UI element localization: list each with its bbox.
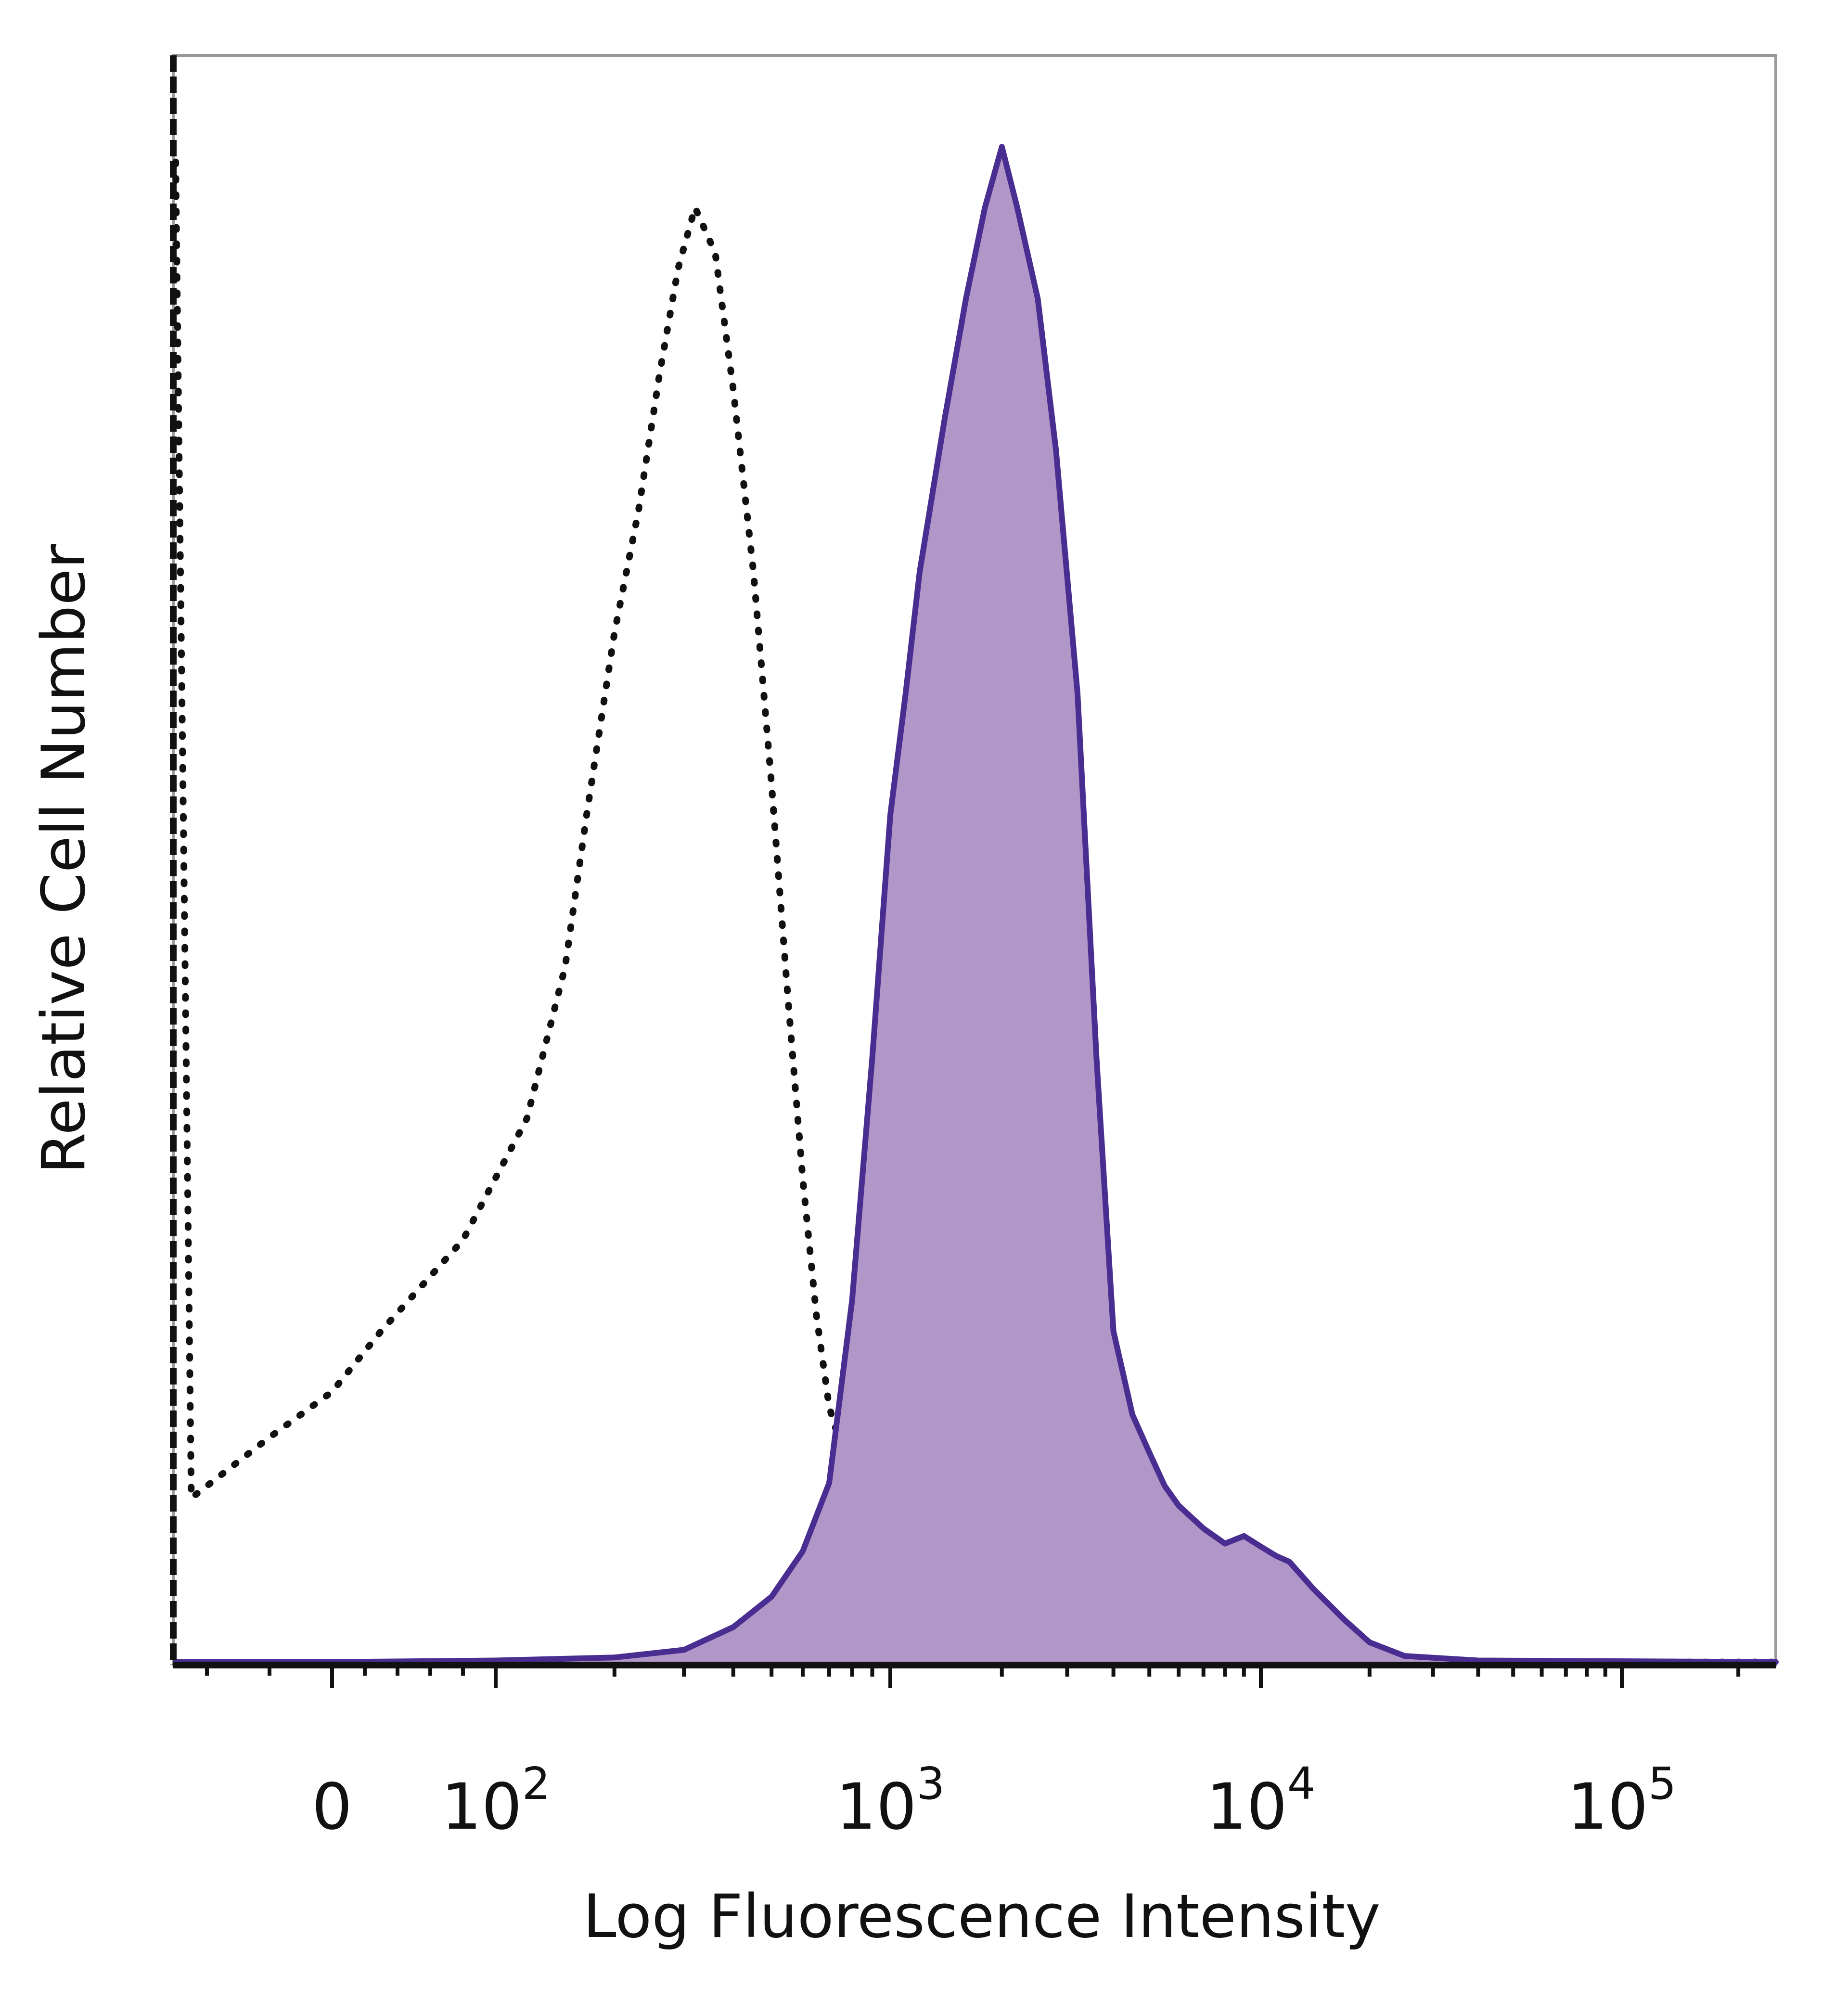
x-tick-exponent: 3 [917,1758,945,1809]
y-axis-title: Relative Cell Number [29,544,99,1174]
x-tick-exponent: 4 [1287,1758,1316,1809]
series-2-line [173,144,1779,1665]
x-tick-base: 10 [1206,1770,1287,1844]
x-tick-label-5: 105 [1567,1758,1677,1844]
x-tick-label-3: 103 [836,1758,945,1844]
x-tick-base: 10 [836,1770,917,1844]
x-tick-exponent: 2 [522,1758,551,1809]
x-tick-base: 10 [441,1770,522,1844]
x-tick-label-2: 102 [441,1758,551,1844]
x-tick-base: 0 [312,1770,352,1844]
x-tick-label-4: 104 [1206,1758,1316,1844]
x-tick-base: 10 [1567,1770,1648,1844]
x-axis-title: Log Fluorescence Intensity [583,1882,1381,1951]
x-tick-label-1: 0 [312,1770,352,1844]
series-layer [172,144,1779,1666]
series-2-fill [176,147,1776,1665]
x-tick-layer: 0 102 103 104 105 [205,1665,1741,1844]
x-tick-exponent: 5 [1648,1758,1677,1809]
